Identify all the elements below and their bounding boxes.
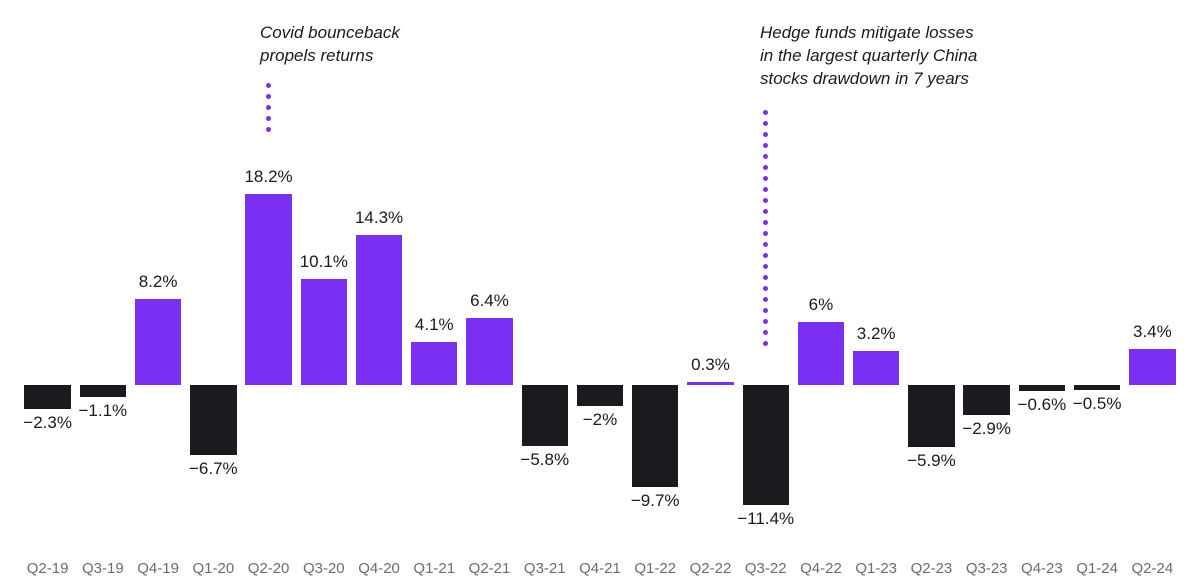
leader-dot: [763, 176, 768, 181]
annotation-leader-dots: [762, 110, 770, 346]
bar-slot: 6.4%: [462, 0, 517, 587]
x-axis-label: Q1-22: [628, 560, 683, 577]
leader-dot: [266, 83, 271, 88]
bar: [135, 299, 181, 385]
leader-dot: [763, 231, 768, 236]
bar: [1074, 385, 1120, 390]
x-axis-label: Q3-23: [959, 560, 1014, 577]
annotation-line: Hedge funds mitigate losses: [760, 22, 977, 45]
bar-slot: −0.5%: [1070, 0, 1125, 587]
bar-slot: −1.1%: [75, 0, 130, 587]
bar: [853, 351, 899, 385]
leader-dot: [763, 198, 768, 203]
x-axis-label: Q1-24: [1070, 560, 1125, 577]
chart-annotation: Hedge funds mitigate lossesin the larges…: [760, 22, 977, 91]
leader-dot: [763, 209, 768, 214]
x-axis-label: Q2-22: [683, 560, 738, 577]
x-axis-label: Q3-19: [75, 560, 130, 577]
bar-slot: 3.4%: [1125, 0, 1180, 587]
bar-value-label: 3.4%: [1114, 322, 1191, 342]
bar-slot: 14.3%: [351, 0, 406, 587]
leader-dot: [763, 253, 768, 258]
leader-dot: [763, 341, 768, 346]
annotation-line: stocks drawdown in 7 years: [760, 68, 977, 91]
leader-dot: [763, 275, 768, 280]
bar: [245, 194, 291, 385]
leader-dot: [763, 330, 768, 335]
leader-dot: [763, 165, 768, 170]
bar: [190, 385, 236, 455]
annotation-leader-dots: [265, 83, 273, 132]
bar-slot: −0.6%: [1014, 0, 1069, 587]
bar-slot: 8.2%: [130, 0, 185, 587]
x-axis-label: Q4-21: [572, 560, 627, 577]
x-axis-label: Q3-20: [296, 560, 351, 577]
leader-dot: [763, 132, 768, 137]
x-axis-label: Q4-23: [1014, 560, 1069, 577]
bar: [466, 318, 512, 385]
bar: [1129, 349, 1175, 385]
bar-slot: −9.7%: [628, 0, 683, 587]
x-axis-label: Q3-21: [517, 560, 572, 577]
leader-dot: [763, 220, 768, 225]
leader-dot: [763, 242, 768, 247]
annotation-line: in the largest quarterly China: [760, 45, 977, 68]
leader-dot: [763, 154, 768, 159]
bar: [356, 235, 402, 385]
leader-dot: [763, 286, 768, 291]
x-axis-label: Q2-24: [1125, 560, 1180, 577]
x-axis-label: Q1-21: [407, 560, 462, 577]
leader-dot: [763, 319, 768, 324]
annotation-line: Covid bounceback: [260, 22, 400, 45]
bar-slot: −6.7%: [186, 0, 241, 587]
x-axis-label: Q2-20: [241, 560, 296, 577]
leader-dot: [266, 94, 271, 99]
leader-dot: [266, 116, 271, 121]
leader-dot: [266, 105, 271, 110]
leader-dot: [763, 297, 768, 302]
x-axis-label: Q4-20: [351, 560, 406, 577]
bar: [632, 385, 678, 487]
x-axis-label: Q4-19: [130, 560, 185, 577]
annotation-line: propels returns: [260, 45, 400, 68]
x-axis-label: Q2-19: [20, 560, 75, 577]
leader-dot: [763, 308, 768, 313]
bar: [577, 385, 623, 406]
leader-dot: [763, 121, 768, 126]
bar: [743, 385, 789, 505]
x-axis-label: Q1-20: [186, 560, 241, 577]
bar-slot: −2.3%: [20, 0, 75, 587]
bar: [301, 279, 347, 385]
x-axis-label: Q4-22: [793, 560, 848, 577]
quarterly-returns-bar-chart: −2.3%−1.1%8.2%−6.7%18.2%10.1%14.3%4.1%6.…: [0, 0, 1200, 587]
bar-slot: −5.8%: [517, 0, 572, 587]
bar: [411, 342, 457, 385]
bar-slot: 0.3%: [683, 0, 738, 587]
x-axis-label: Q2-23: [904, 560, 959, 577]
bar: [80, 385, 126, 397]
leader-dot: [763, 187, 768, 192]
leader-dot: [763, 143, 768, 148]
leader-dot: [763, 110, 768, 115]
leader-dot: [266, 127, 271, 132]
bar: [687, 382, 733, 385]
plot-area: −2.3%−1.1%8.2%−6.7%18.2%10.1%14.3%4.1%6.…: [20, 0, 1180, 587]
x-axis-label: Q1-23: [849, 560, 904, 577]
x-axis-label: Q3-22: [738, 560, 793, 577]
bar-slot: 10.1%: [296, 0, 351, 587]
chart-annotation: Covid bouncebackpropels returns: [260, 22, 400, 68]
bar: [1019, 385, 1065, 391]
leader-dot: [763, 264, 768, 269]
x-axis-label: Q2-21: [462, 560, 517, 577]
